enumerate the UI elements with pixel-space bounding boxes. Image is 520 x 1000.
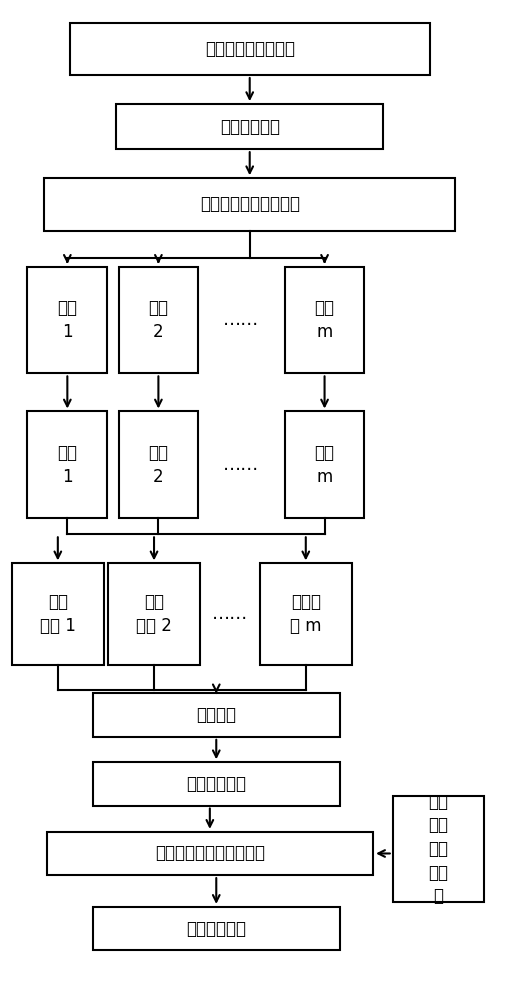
- Text: 最优分类结果: 最优分类结果: [186, 775, 246, 793]
- Text: 采集光谱，获取全光谱: 采集光谱，获取全光谱: [200, 195, 300, 213]
- Bar: [108, 563, 200, 665]
- Text: 模型
2: 模型 2: [148, 444, 168, 486]
- Text: 最优模
型 m: 最优模 型 m: [290, 593, 321, 635]
- Text: 划分不同粒径: 划分不同粒径: [220, 118, 280, 136]
- Bar: [28, 411, 107, 518]
- Text: 预测分类结果: 预测分类结果: [186, 920, 246, 938]
- Text: 未知
近海
沉积
物样
品: 未知 近海 沉积 物样 品: [428, 793, 449, 905]
- Text: 模型
m: 模型 m: [315, 444, 334, 486]
- Text: 融合算法: 融合算法: [196, 706, 236, 724]
- Bar: [284, 411, 365, 518]
- Text: 模型
1: 模型 1: [57, 444, 77, 486]
- Bar: [46, 832, 373, 875]
- Bar: [70, 23, 430, 75]
- Text: ……: ……: [224, 456, 259, 474]
- Text: 最优
模型 1: 最优 模型 1: [40, 593, 76, 635]
- Text: 最优
模型 2: 最优 模型 2: [136, 593, 172, 635]
- Bar: [44, 178, 456, 231]
- Bar: [119, 411, 198, 518]
- Text: ……: ……: [212, 605, 248, 623]
- Bar: [260, 563, 352, 665]
- Text: 波段
1: 波段 1: [57, 299, 77, 341]
- Text: ……: ……: [224, 311, 259, 329]
- Text: 波段
2: 波段 2: [148, 299, 168, 341]
- Bar: [93, 762, 340, 806]
- Bar: [116, 104, 383, 149]
- Bar: [284, 267, 365, 373]
- Bar: [93, 907, 340, 950]
- Bar: [28, 267, 107, 373]
- Bar: [93, 693, 340, 737]
- Text: 近海沉积物粒径分类模型: 近海沉积物粒径分类模型: [155, 844, 265, 862]
- Bar: [119, 267, 198, 373]
- Text: 获取近海沉积物样品: 获取近海沉积物样品: [205, 40, 295, 58]
- Bar: [12, 563, 103, 665]
- Text: 波段
m: 波段 m: [315, 299, 334, 341]
- Bar: [393, 796, 484, 902]
